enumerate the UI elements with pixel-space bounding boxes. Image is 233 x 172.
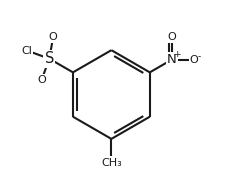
Text: -: - [198, 52, 201, 61]
Text: Cl: Cl [21, 46, 32, 56]
Text: O: O [168, 32, 176, 42]
Text: +: + [173, 50, 181, 59]
Text: O: O [190, 55, 199, 64]
Text: S: S [45, 51, 54, 66]
Text: O: O [49, 32, 58, 42]
Text: O: O [37, 74, 46, 85]
Text: CH₃: CH₃ [101, 158, 122, 168]
Text: N: N [167, 53, 177, 66]
